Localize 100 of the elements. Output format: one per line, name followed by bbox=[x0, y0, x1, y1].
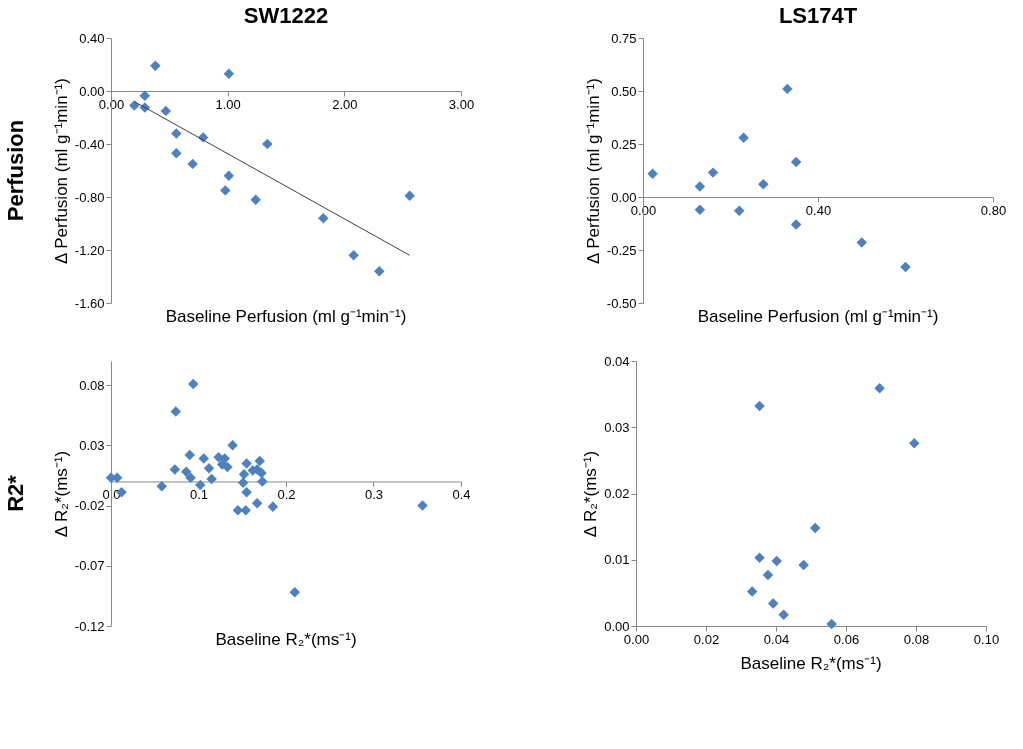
point bbox=[647, 168, 658, 179]
x-tick-label: 0.08 bbox=[903, 631, 930, 647]
y-tick-label: 0.04 bbox=[604, 353, 630, 369]
x-tick-label: 0.00 bbox=[623, 631, 650, 647]
point bbox=[900, 261, 911, 273]
x-tick-label: 0.40 bbox=[805, 202, 832, 218]
y-tick-label: 0.03 bbox=[604, 419, 630, 435]
point bbox=[374, 265, 385, 277]
text: R2* bbox=[3, 474, 28, 512]
point bbox=[404, 190, 415, 201]
x-axis-title: Baseline R₂*(ms⁻¹) bbox=[215, 630, 357, 649]
point bbox=[129, 100, 140, 111]
point bbox=[267, 501, 279, 512]
x-tick-label: 0.80 bbox=[980, 202, 1007, 218]
point bbox=[909, 437, 920, 449]
point bbox=[734, 205, 745, 217]
point bbox=[417, 500, 428, 511]
point bbox=[348, 250, 359, 261]
y-tick-label: 0.03 bbox=[79, 437, 105, 453]
point bbox=[223, 170, 235, 182]
y-tick-label: -0.50 bbox=[606, 295, 637, 311]
point bbox=[195, 479, 206, 491]
point bbox=[139, 90, 151, 101]
chart-title: LS174T bbox=[778, 3, 858, 28]
point bbox=[171, 148, 182, 159]
point bbox=[156, 481, 167, 492]
point bbox=[223, 68, 235, 80]
y-tick-label: -0.12 bbox=[74, 618, 105, 634]
y-tick-label: 0.01 bbox=[604, 552, 630, 568]
x-tick-label: 0.06 bbox=[833, 631, 860, 647]
point bbox=[754, 552, 765, 564]
point bbox=[184, 449, 195, 461]
y-tick-label: 0.75 bbox=[611, 30, 637, 46]
y-tick-label: 0.00 bbox=[79, 83, 105, 99]
y-tick-label: -0.02 bbox=[74, 498, 105, 514]
y-tick-label: 0.25 bbox=[611, 136, 637, 152]
text: Perfusion bbox=[3, 119, 28, 222]
y-tick-label: -0.25 bbox=[606, 242, 637, 258]
point bbox=[238, 468, 250, 480]
x-tick-label: 2.00 bbox=[332, 96, 358, 112]
x-tick-label: 0.10 bbox=[973, 631, 1000, 647]
y-axis-title: Δ Perfusion (ml g⁻¹min⁻¹) bbox=[51, 78, 71, 264]
y-tick-label: 0.08 bbox=[79, 377, 105, 393]
point bbox=[856, 237, 867, 248]
point bbox=[826, 618, 837, 630]
point bbox=[257, 476, 268, 487]
x-axis-title: Baseline R₂*(ms⁻¹) bbox=[740, 654, 882, 673]
point bbox=[790, 219, 802, 230]
point bbox=[220, 185, 231, 196]
x-axis-title: Baseline Perfusion (ml g⁻¹min⁻¹) bbox=[165, 307, 407, 326]
point bbox=[318, 212, 329, 224]
y-tick-label: -0.07 bbox=[74, 558, 105, 574]
point bbox=[254, 455, 265, 467]
y-tick-label: -0.40 bbox=[74, 136, 105, 152]
y-tick-label: -0.80 bbox=[74, 189, 105, 205]
point bbox=[222, 461, 233, 473]
point bbox=[250, 194, 261, 205]
point bbox=[181, 466, 192, 478]
x-tick-label: 0.02 bbox=[693, 631, 720, 647]
point bbox=[707, 167, 719, 178]
y-axis-title: Δ R₂*(ms⁻¹) bbox=[51, 450, 71, 538]
x-axis-title: Baseline Perfusion (ml g⁻¹min⁻¹) bbox=[697, 307, 939, 326]
point bbox=[171, 128, 182, 139]
x-tick-label: 0.04 bbox=[763, 631, 790, 647]
point bbox=[198, 453, 209, 464]
point bbox=[754, 400, 765, 412]
y-axis-title: Δ R₂*(ms⁻¹) bbox=[581, 450, 601, 538]
point bbox=[762, 569, 774, 581]
point bbox=[206, 473, 217, 485]
y-tick-label: 0.50 bbox=[611, 83, 637, 99]
point bbox=[746, 586, 758, 597]
point bbox=[262, 138, 273, 150]
point bbox=[798, 559, 809, 571]
point bbox=[160, 105, 172, 117]
x-tick-label: 0.4 bbox=[452, 486, 471, 502]
point bbox=[203, 462, 215, 474]
point bbox=[227, 440, 238, 451]
point bbox=[738, 132, 749, 143]
y-tick-label: -1.20 bbox=[74, 242, 105, 258]
point bbox=[185, 472, 196, 484]
y-tick-label: 0.40 bbox=[79, 30, 105, 46]
point bbox=[187, 158, 198, 170]
point bbox=[809, 522, 821, 534]
point bbox=[694, 204, 706, 215]
point bbox=[170, 406, 181, 417]
y-tick-label: -1.60 bbox=[74, 295, 105, 311]
point bbox=[767, 598, 779, 609]
point bbox=[694, 181, 706, 192]
point bbox=[237, 477, 249, 488]
point bbox=[150, 60, 161, 72]
point bbox=[289, 587, 300, 598]
point bbox=[874, 382, 885, 394]
x-tick-label: 0.3 bbox=[364, 486, 384, 502]
point bbox=[241, 487, 252, 498]
point bbox=[758, 179, 769, 190]
point bbox=[240, 505, 251, 516]
point bbox=[782, 83, 793, 95]
x-tick-label: 0.2 bbox=[277, 486, 296, 502]
y-axis-title: Δ Perfusion (ml g⁻¹min⁻¹) bbox=[583, 78, 603, 264]
point bbox=[251, 497, 263, 509]
